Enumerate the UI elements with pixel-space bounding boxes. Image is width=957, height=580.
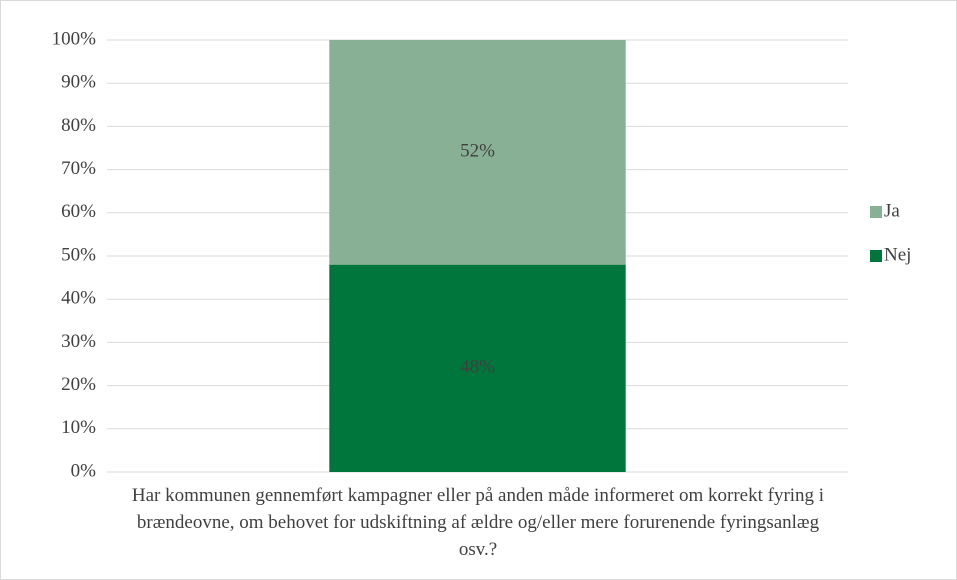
y-tick-label: 60% [61, 201, 96, 222]
y-tick-label: 10% [61, 417, 96, 438]
y-tick-label: 30% [61, 331, 96, 352]
x-tick-label: Har kommunen gennemført kampagner eller … [131, 485, 825, 560]
legend-swatch [870, 250, 882, 262]
y-tick-label: 70% [61, 158, 96, 179]
y-tick-label: 80% [61, 115, 96, 136]
y-tick-label: 40% [61, 288, 96, 309]
data-label: 52% [460, 141, 495, 162]
y-tick-label: 100% [52, 28, 97, 49]
y-tick-label: 50% [61, 244, 96, 265]
y-tick-label: 20% [61, 374, 96, 395]
bar-segment [329, 40, 626, 265]
bar-segment [329, 264, 626, 472]
y-tick-label: 90% [61, 72, 96, 93]
legend-swatch [870, 206, 882, 218]
legend-label: Nej [884, 244, 911, 265]
data-label: 48% [460, 357, 495, 378]
y-tick-label: 0% [71, 460, 97, 481]
legend-label: Ja [884, 200, 900, 221]
